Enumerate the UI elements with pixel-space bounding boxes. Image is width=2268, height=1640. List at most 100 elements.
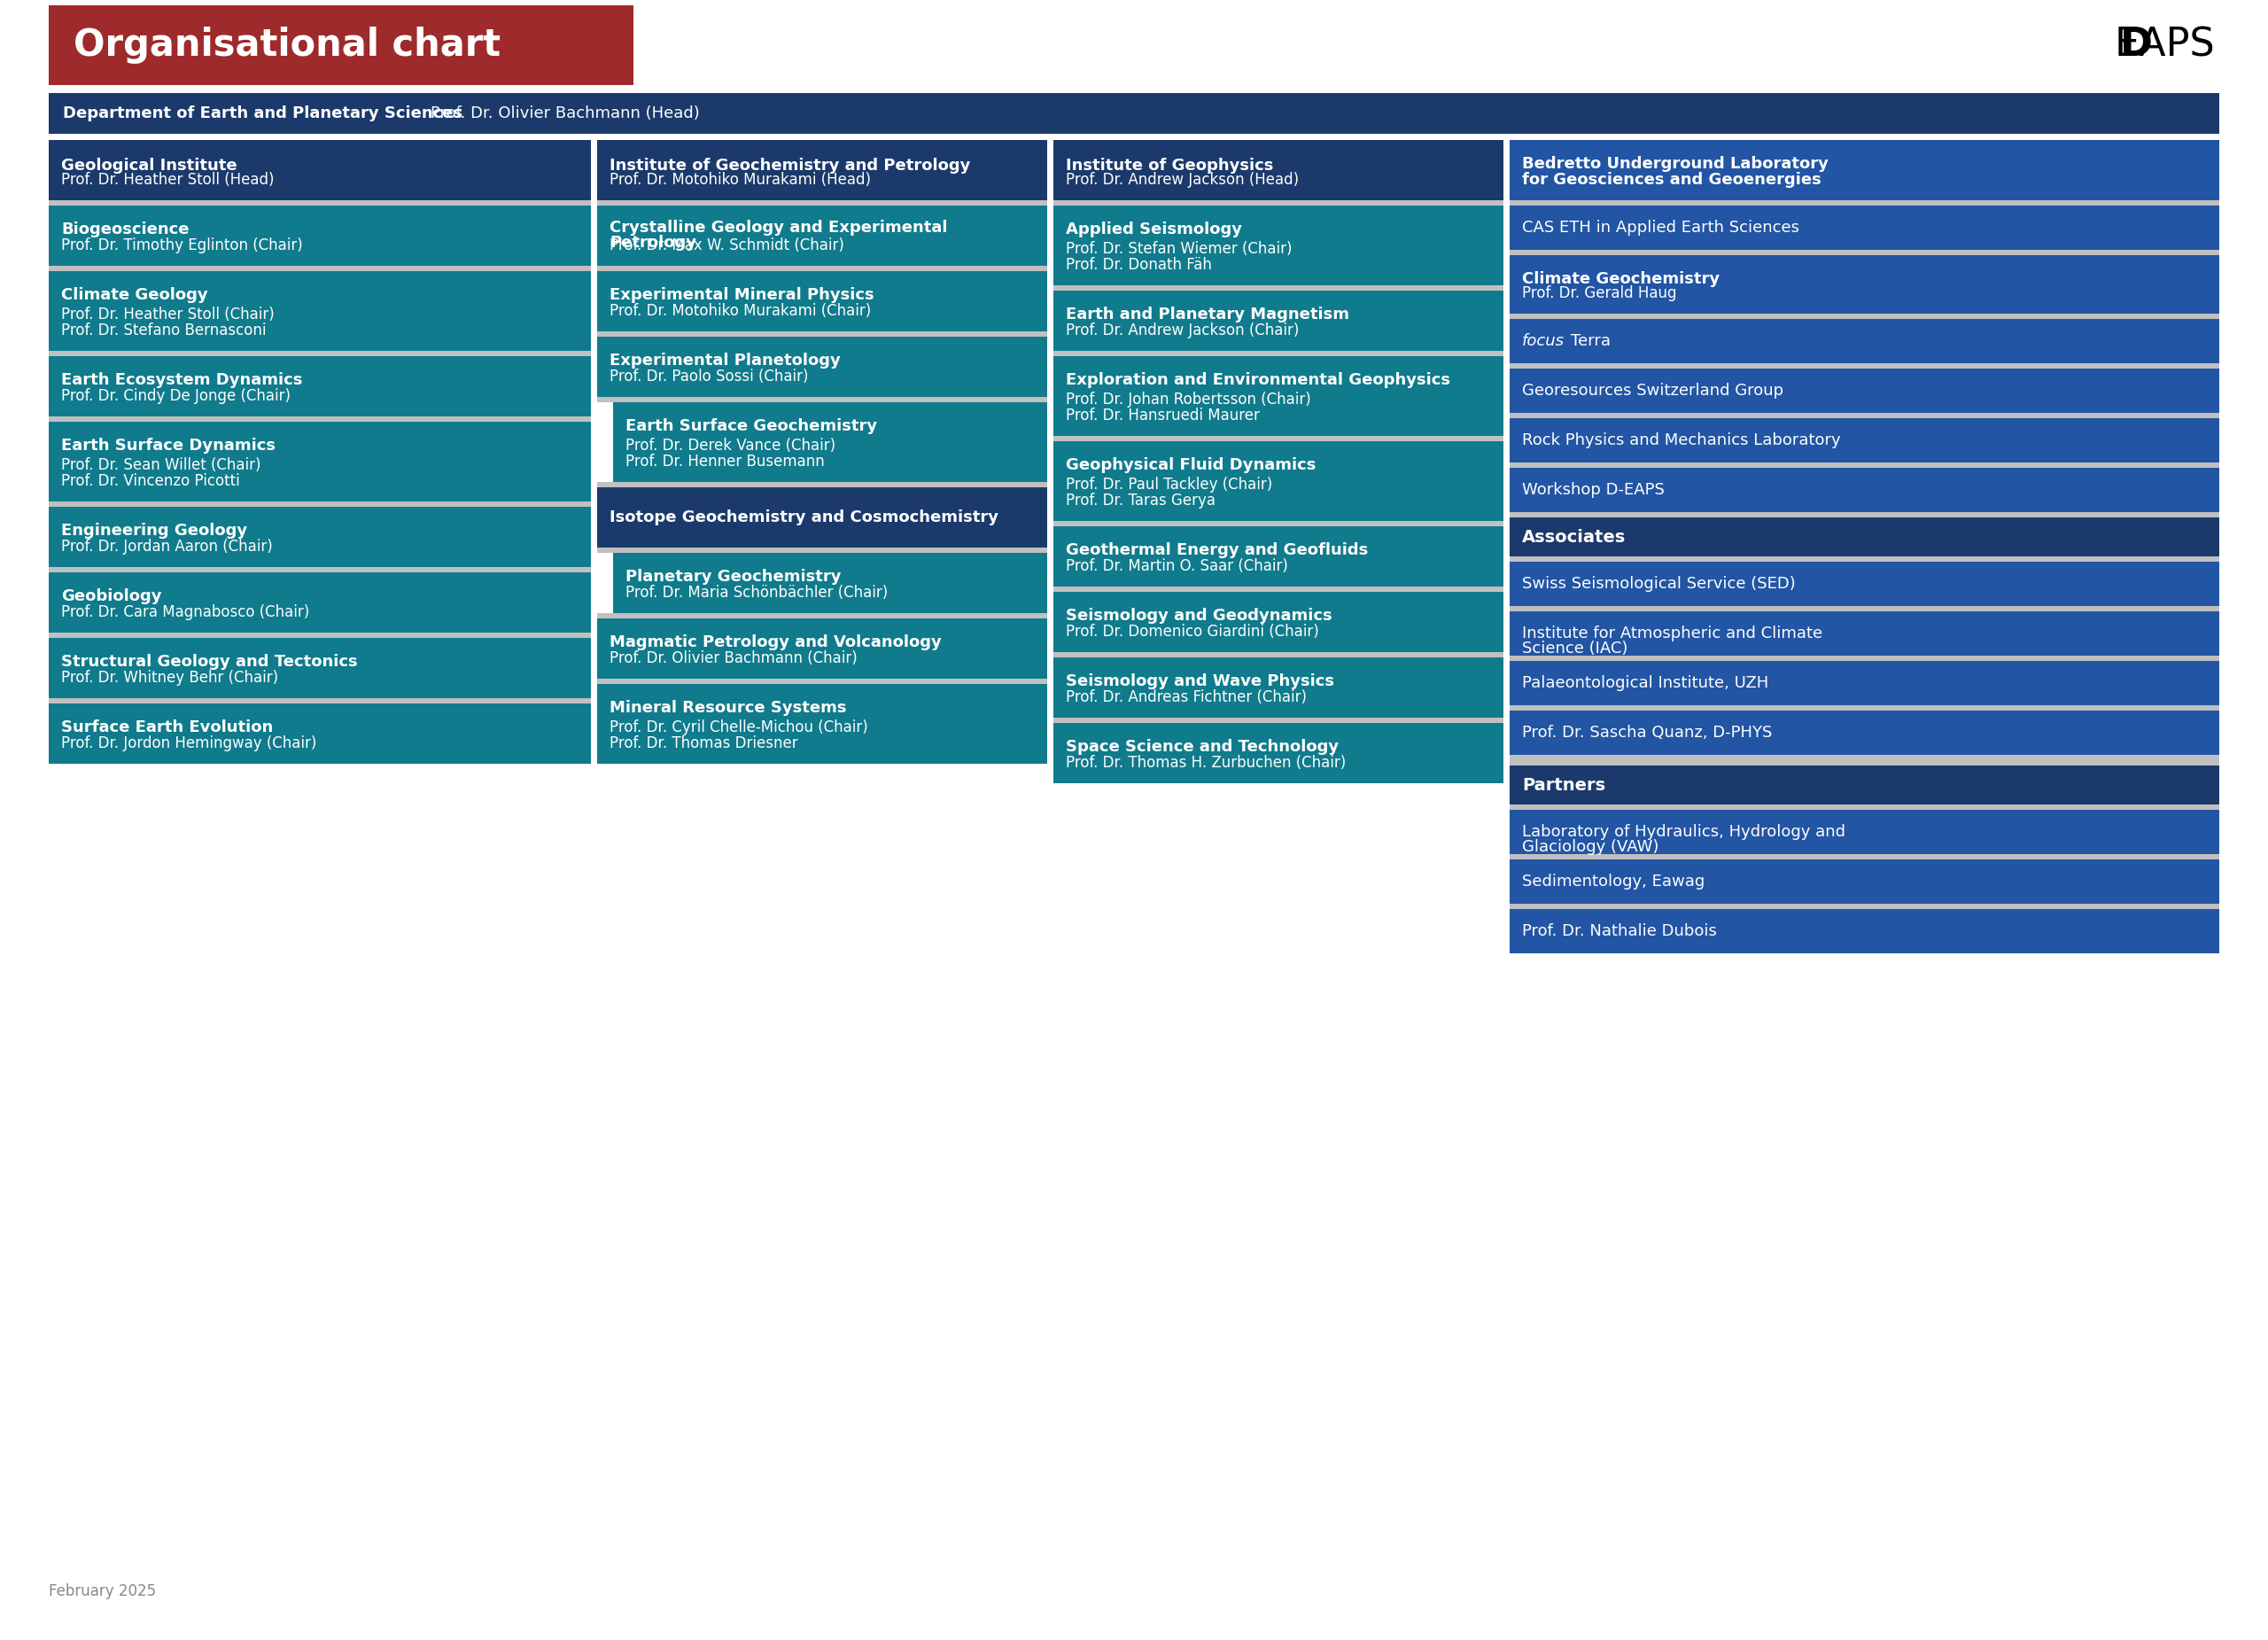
Bar	[48, 421, 592, 502]
Bar	[48, 567, 592, 572]
Bar	[1052, 723, 1504, 784]
Text: Prof. Dr. Olivier Bachmann (Chair): Prof. Dr. Olivier Bachmann (Chair)	[610, 651, 857, 666]
Text: Prof. Dr. Whitney Behr (Chair): Prof. Dr. Whitney Behr (Chair)	[61, 669, 279, 686]
Bar	[1510, 854, 2220, 859]
Bar	[596, 336, 1048, 397]
Text: Space Science and Technology: Space Science and Technology	[1066, 740, 1338, 754]
Bar	[1510, 563, 2220, 607]
Text: Experimental Mineral Physics: Experimental Mineral Physics	[610, 287, 873, 303]
Text: Prof. Dr. Timothy Eglinton (Chair): Prof. Dr. Timothy Eglinton (Chair)	[61, 238, 302, 254]
Text: Exploration and Environmental Geophysics: Exploration and Environmental Geophysics	[1066, 372, 1449, 389]
Bar	[1510, 810, 2220, 854]
Text: Palaeontological Institute, UZH: Palaeontological Institute, UZH	[1522, 676, 1769, 690]
Bar	[1052, 587, 1504, 592]
Text: Prof. Dr. Sascha Quanz, D-PHYS: Prof. Dr. Sascha Quanz, D-PHYS	[1522, 725, 1771, 741]
Bar	[596, 482, 1048, 487]
Text: Prof. Dr. Motohiko Murakami (Head): Prof. Dr. Motohiko Murakami (Head)	[610, 172, 871, 189]
Bar	[1052, 351, 1504, 356]
Text: Geological Institute: Geological Institute	[61, 157, 238, 174]
Bar	[1510, 656, 2220, 661]
Bar	[1052, 441, 1504, 522]
Text: Terra: Terra	[1572, 333, 1610, 349]
Bar	[1510, 909, 2220, 953]
Bar	[1510, 200, 2220, 205]
Bar	[1510, 766, 2220, 805]
Bar	[1510, 512, 2220, 518]
Text: Prof. Dr. Domenico Giardini (Chair): Prof. Dr. Domenico Giardini (Chair)	[1066, 623, 1320, 640]
Text: Magmatic Petrology and Volcanology: Magmatic Petrology and Volcanology	[610, 635, 941, 651]
Bar	[48, 699, 592, 704]
Bar	[48, 205, 592, 266]
Bar	[1510, 612, 2220, 656]
Text: Georesources Switzerland Group: Georesources Switzerland Group	[1522, 382, 1783, 399]
Text: Prof. Dr. Johan Robertsson (Chair): Prof. Dr. Johan Robertsson (Chair)	[1066, 392, 1311, 408]
Text: Climate Geology: Climate Geology	[61, 287, 209, 303]
Text: Planetary Geochemistry: Planetary Geochemistry	[626, 569, 841, 585]
Bar	[1510, 256, 2220, 313]
Text: Geophysical Fluid Dynamics: Geophysical Fluid Dynamics	[1066, 458, 1315, 472]
Bar	[1052, 200, 1504, 205]
Bar	[1510, 859, 2220, 904]
Text: Glaciology (VAW): Glaciology (VAW)	[1522, 840, 1658, 854]
Bar	[48, 5, 633, 85]
Text: February 2025: February 2025	[48, 1583, 156, 1599]
Bar	[1052, 290, 1504, 351]
Text: CAS ETH in Applied Earth Sciences: CAS ETH in Applied Earth Sciences	[1522, 220, 1799, 236]
Text: Rock Physics and Mechanics Laboratory: Rock Physics and Mechanics Laboratory	[1522, 433, 1842, 448]
Text: EAPS: EAPS	[2114, 26, 2216, 64]
Text: Prof. Dr. Derek Vance (Chair): Prof. Dr. Derek Vance (Chair)	[626, 438, 835, 454]
Text: Seismology and Wave Physics: Seismology and Wave Physics	[1066, 674, 1334, 689]
Text: Prof. Dr. Henner Busemann: Prof. Dr. Henner Busemann	[626, 454, 826, 469]
Bar	[1510, 710, 2220, 754]
Text: Prof. Dr. Heather Stoll (Head): Prof. Dr. Heather Stoll (Head)	[61, 172, 274, 189]
Bar	[1052, 205, 1504, 285]
Text: Earth Surface Dynamics: Earth Surface Dynamics	[61, 438, 274, 454]
Text: Prof. Dr. Heather Stoll (Chair): Prof. Dr. Heather Stoll (Chair)	[61, 307, 274, 323]
Text: Laboratory of Hydraulics, Hydrology and: Laboratory of Hydraulics, Hydrology and	[1522, 823, 1846, 840]
Bar	[48, 356, 592, 417]
Bar	[1510, 369, 2220, 413]
Bar	[1510, 413, 2220, 418]
Text: Applied Seismology: Applied Seismology	[1066, 221, 1243, 238]
Bar	[1052, 285, 1504, 290]
Text: Prof. Dr. Jordan Aaron (Chair): Prof. Dr. Jordan Aaron (Chair)	[61, 538, 272, 554]
Text: Prof. Dr. Donath Fäh: Prof. Dr. Donath Fäh	[1066, 257, 1211, 272]
Bar	[1510, 418, 2220, 462]
Bar	[1510, 661, 2220, 705]
Text: Prof. Dr. Cyril Chelle-Michou (Chair): Prof. Dr. Cyril Chelle-Michou (Chair)	[610, 720, 869, 735]
Text: Prof. Dr. Gerald Haug: Prof. Dr. Gerald Haug	[1522, 285, 1676, 302]
Text: Mineral Resource Systems: Mineral Resource Systems	[610, 700, 846, 717]
Bar	[1510, 205, 2220, 249]
Text: Biogeoscience: Biogeoscience	[61, 221, 188, 238]
Text: Earth Ecosystem Dynamics: Earth Ecosystem Dynamics	[61, 372, 302, 389]
Text: Prof. Dr. Olivier Bachmann (Head): Prof. Dr. Olivier Bachmann (Head)	[431, 105, 699, 121]
Bar	[1510, 139, 2220, 200]
Bar	[1052, 139, 1504, 200]
Text: Science (IAC): Science (IAC)	[1522, 641, 1628, 656]
Text: Prof. Dr. Sean Willet (Chair): Prof. Dr. Sean Willet (Chair)	[61, 458, 261, 472]
Bar	[48, 572, 592, 633]
Text: Engineering Geology: Engineering Geology	[61, 523, 247, 538]
Text: Prof. Dr. Hansruedi Maurer: Prof. Dr. Hansruedi Maurer	[1066, 408, 1259, 423]
Bar	[596, 679, 1048, 684]
Text: Crystalline Geology and Experimental: Crystalline Geology and Experimental	[610, 220, 948, 236]
Bar	[596, 397, 1048, 402]
Bar	[48, 507, 592, 567]
Text: Prof. Dr. Thomas H. Zurbuchen (Chair): Prof. Dr. Thomas H. Zurbuchen (Chair)	[1066, 754, 1345, 771]
Bar	[1510, 904, 2220, 909]
Text: Prof. Dr. Andreas Fichtner (Chair): Prof. Dr. Andreas Fichtner (Chair)	[1066, 689, 1306, 705]
Text: Prof. Dr. Martin O. Saar (Chair): Prof. Dr. Martin O. Saar (Chair)	[1066, 558, 1288, 574]
Bar	[596, 205, 1048, 266]
Bar	[1052, 526, 1504, 587]
Bar	[1510, 805, 2220, 810]
Bar	[596, 139, 1048, 200]
Text: Prof. Dr. Cindy De Jonge (Chair): Prof. Dr. Cindy De Jonge (Chair)	[61, 389, 290, 403]
Bar	[596, 548, 1048, 553]
Text: for Geosciences and Geoenergies: for Geosciences and Geoenergies	[1522, 172, 1821, 189]
Bar	[596, 271, 1048, 331]
Text: Associates: Associates	[1522, 528, 1626, 546]
Bar	[1052, 718, 1504, 723]
Bar	[1510, 318, 2220, 364]
Text: Prof. Dr. Paul Tackley (Chair): Prof. Dr. Paul Tackley (Chair)	[1066, 477, 1272, 492]
Text: Swiss Seismological Service (SED): Swiss Seismological Service (SED)	[1522, 576, 1796, 592]
